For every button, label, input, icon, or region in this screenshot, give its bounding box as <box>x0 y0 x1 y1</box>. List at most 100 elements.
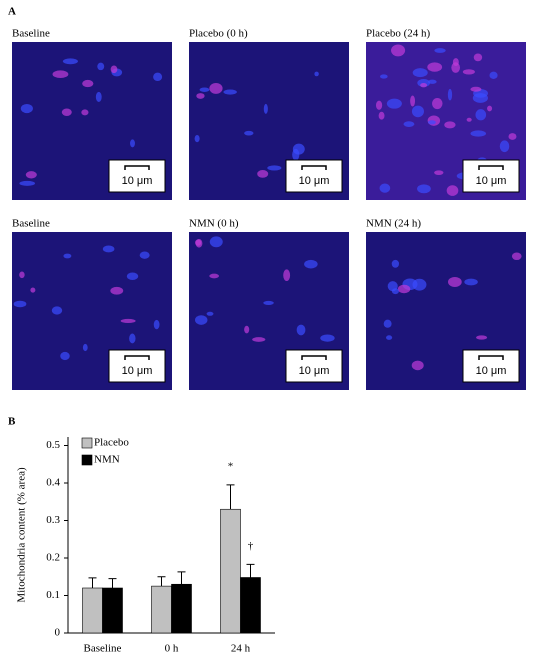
cell-blob <box>209 273 219 279</box>
error-bar <box>226 484 235 510</box>
x-tick-label: 0 h <box>165 643 179 655</box>
cell-blob <box>206 311 214 316</box>
cell-blob <box>304 259 318 269</box>
cell-blob <box>446 185 459 196</box>
error-bar <box>88 577 97 588</box>
cell-blob <box>447 276 462 287</box>
image-label: Baseline <box>12 28 50 40</box>
cell-blob <box>263 103 268 114</box>
error-bar <box>177 571 186 585</box>
bar <box>151 585 172 634</box>
panel-label: B <box>8 416 16 428</box>
scale-label: 10 μm <box>476 175 507 187</box>
scale-bar <box>124 165 150 170</box>
x-tick-label: Baseline <box>84 643 122 655</box>
cell-blob <box>380 74 388 79</box>
micrograph: 10 μm <box>366 42 526 200</box>
x-tick-label: 24 h <box>231 643 251 655</box>
error-bar <box>246 563 255 578</box>
cell-blob <box>473 53 483 62</box>
cell-blob <box>209 236 223 248</box>
cell-blob <box>194 134 200 143</box>
cell-blob <box>466 117 472 122</box>
cell-blob <box>412 68 428 78</box>
significance-mark: * <box>228 460 234 472</box>
cell-blob <box>383 319 392 328</box>
cell-blob <box>432 97 443 110</box>
scale-label: 10 μm <box>299 175 330 187</box>
legend-label: NMN <box>94 454 120 466</box>
cell-blob <box>489 71 498 79</box>
cell-blob <box>82 343 88 352</box>
cell-blob <box>375 100 383 110</box>
cell-blob <box>196 93 205 99</box>
bar <box>82 587 103 634</box>
cell-blob <box>292 143 305 155</box>
cell-blob <box>470 130 487 137</box>
cell-blob <box>417 184 431 194</box>
y-tick-label: 0.1 <box>46 589 60 601</box>
cell-blob <box>397 284 411 294</box>
y-tick-label: 0 <box>55 627 61 639</box>
cell-blob <box>81 109 89 116</box>
cell-blob <box>464 278 478 286</box>
cell-blob <box>511 252 522 261</box>
cell-blob <box>209 82 223 94</box>
cell-blob <box>82 79 94 88</box>
significance-mark: † <box>248 540 254 552</box>
cell-blob <box>52 70 69 78</box>
cell-blob <box>411 360 424 371</box>
cell-blob <box>451 62 461 73</box>
cell-blob <box>61 108 72 116</box>
cell-blob <box>427 120 436 125</box>
cell-blob <box>296 324 306 336</box>
cell-blob <box>13 300 27 308</box>
cell-blob <box>283 269 291 282</box>
cell-blob <box>195 239 203 248</box>
cell-blob <box>320 334 335 342</box>
cell-blob <box>391 288 399 295</box>
image-label: Placebo (0 h) <box>189 28 248 40</box>
cell-blob <box>60 351 70 361</box>
micrograph: 10 μm <box>366 232 526 390</box>
error-bar <box>157 576 166 587</box>
cell-blob <box>19 271 25 279</box>
legend-swatch <box>81 454 93 466</box>
cell-blob <box>411 105 424 118</box>
image-label: Placebo (24 h) <box>366 28 430 40</box>
y-tick-label: 0.5 <box>46 439 60 451</box>
cell-blob <box>130 139 135 148</box>
cell-blob <box>403 121 415 127</box>
cell-blob <box>257 169 269 178</box>
cell-blob <box>391 259 400 268</box>
cell-blob <box>499 140 510 153</box>
cell-blob <box>153 319 160 330</box>
cell-blob <box>379 183 391 193</box>
cell-blob <box>508 133 517 140</box>
cell-blob <box>126 272 139 281</box>
cell-blob <box>129 333 136 344</box>
bar <box>102 587 123 634</box>
error-bar <box>108 578 117 588</box>
bar <box>220 508 241 634</box>
image-label: Baseline <box>12 218 50 230</box>
cell-blob <box>252 337 266 342</box>
cell-blob <box>110 65 118 74</box>
cell-blob <box>194 315 208 325</box>
cell-blob <box>434 48 446 53</box>
image-label: NMN (24 h) <box>366 218 421 230</box>
cell-blob <box>412 278 427 291</box>
y-tick-label: 0.2 <box>46 552 60 564</box>
cell-blob <box>25 171 37 179</box>
cell-blob <box>223 89 237 95</box>
cell-blob <box>244 325 250 334</box>
cell-blob <box>314 71 319 77</box>
image-label: NMN (0 h) <box>189 218 239 230</box>
cell-blob <box>95 91 102 103</box>
panel-label: A <box>8 6 16 18</box>
cell-blob <box>470 86 482 92</box>
micrograph: 10 μm <box>12 42 172 200</box>
cell-blob <box>263 300 274 305</box>
cell-blob <box>62 58 78 65</box>
cell-blob <box>391 44 406 57</box>
